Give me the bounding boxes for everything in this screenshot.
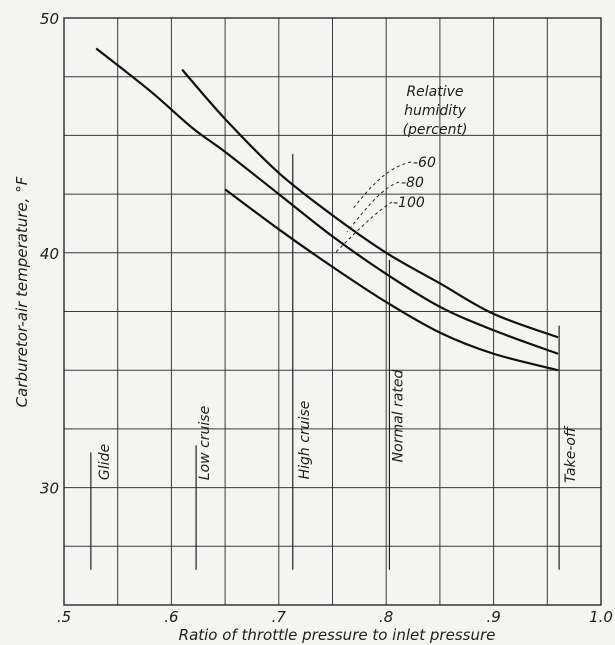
- legend-title-line: Relative: [406, 84, 463, 100]
- legend-leader: [346, 181, 400, 233]
- legend-leader: [335, 201, 393, 253]
- zone-label: Normal rated: [390, 370, 406, 463]
- y-axis-label: Carburetor-air temperature, °F: [13, 176, 31, 407]
- x-tick-label: 1.0: [589, 608, 613, 626]
- x-tick-label: .6: [164, 608, 178, 626]
- x-axis-label: Ratio of throttle pressure to inlet pres…: [179, 626, 496, 644]
- legend-entry: -100: [393, 195, 425, 211]
- legend-entry: -80: [401, 175, 424, 191]
- series-line: [95, 47, 559, 355]
- x-tick-label: .7: [272, 608, 287, 626]
- zone-label: Low cruise: [197, 406, 213, 480]
- series-line: [224, 188, 559, 372]
- legend-leaders: [335, 161, 412, 253]
- legend-title-line: (percent): [403, 122, 468, 138]
- x-tick-label: .5: [57, 608, 71, 626]
- plot-frame: [63, 17, 602, 606]
- legend: Relative humidity (percent) -60 -80 -100: [393, 84, 467, 211]
- zone-markers: Glide Low cruise High cruise Normal rated Ta…: [90, 154, 579, 570]
- y-tick-label: 30: [40, 480, 59, 498]
- zone-label: High cruise: [297, 401, 313, 480]
- zone-label: Take-off: [563, 425, 579, 483]
- legend-leader: [351, 161, 412, 211]
- series-curves: [95, 47, 559, 372]
- x-tick-label: .9: [486, 608, 500, 626]
- legend-title-line: humidity: [404, 103, 467, 119]
- y-tick-label: 40: [40, 245, 59, 263]
- tick-labels: .5 .6 .7 .8 .9 1.0 30 40 50: [40, 10, 613, 626]
- series-line: [181, 68, 559, 339]
- zone-label: Glide: [97, 444, 113, 480]
- x-tick-label: .8: [379, 608, 393, 626]
- legend-entry: -60: [413, 155, 436, 171]
- gridlines: [64, 18, 601, 605]
- y-tick-label: 50: [40, 10, 59, 28]
